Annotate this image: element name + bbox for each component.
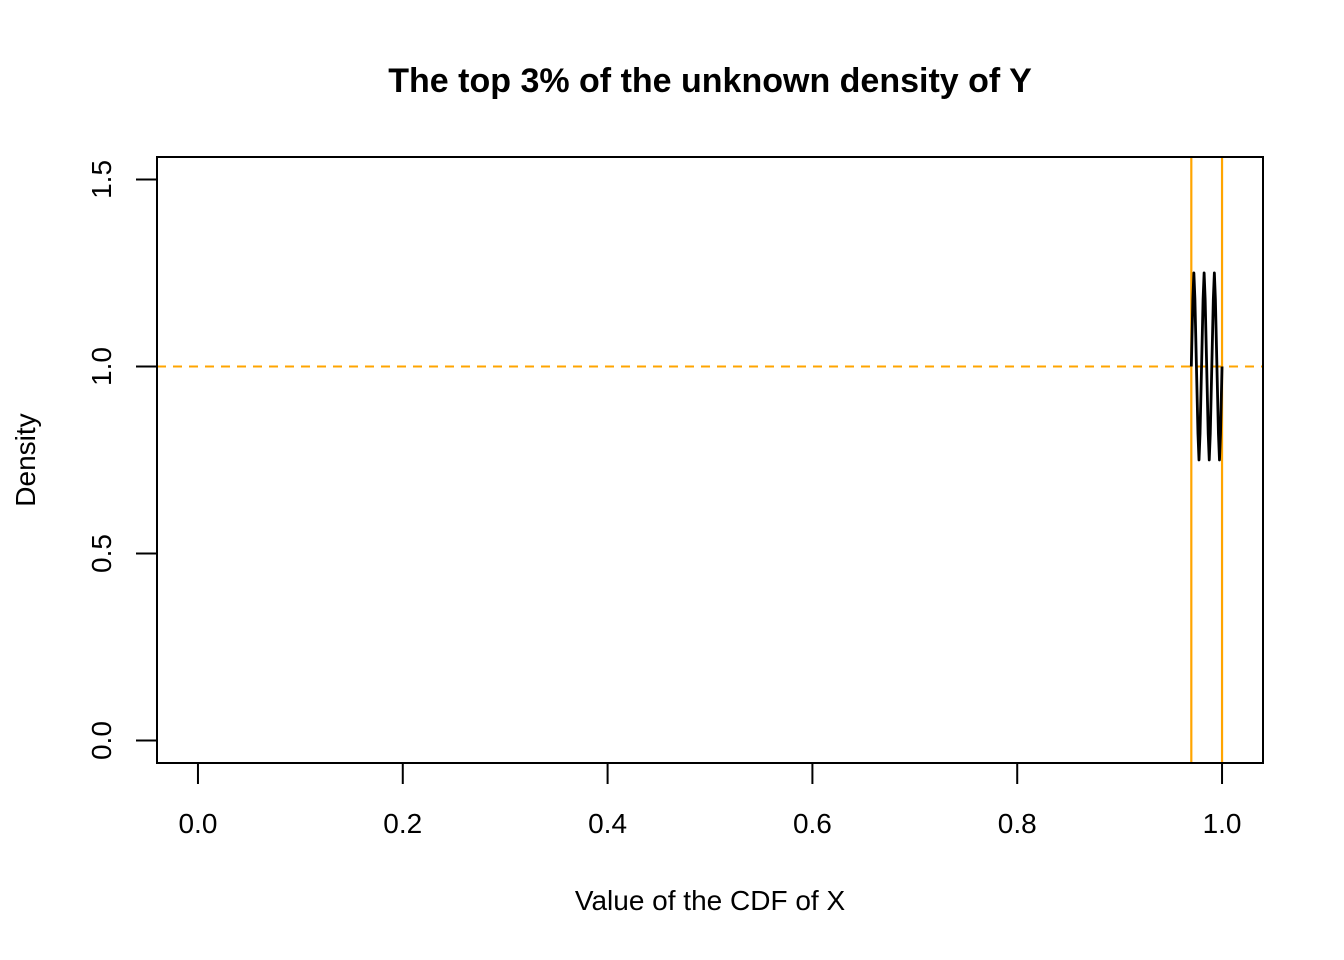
y-tick-label-3: 1.5 — [86, 160, 117, 199]
y-tick-label-1: 0.5 — [86, 534, 117, 573]
y-tick-label-2: 1.0 — [86, 347, 117, 386]
x-tick-label-4: 0.8 — [998, 808, 1037, 839]
y-tick-label-0: 0.0 — [86, 721, 117, 760]
plot-frame — [156, 156, 1264, 764]
chart-title: The top 3% of the unknown density of Y — [388, 62, 1032, 100]
x-tick-label-2: 0.4 — [588, 808, 627, 839]
x-tick-label-0: 0.0 — [178, 808, 217, 839]
x-axis-label: Value of the CDF of X — [575, 885, 846, 916]
y-axis-label: Density — [10, 413, 41, 506]
x-tick-label-5: 1.0 — [1203, 808, 1242, 839]
x-tick-label-1: 0.2 — [383, 808, 422, 839]
density-series-line-0 — [1189, 271, 1224, 462]
plot-area: 0.0 0.2 0.4 0.6 0.8 1.0 0.0 0.5 1.0 1.5 — [86, 156, 1264, 839]
x-tick-label-3: 0.6 — [793, 808, 832, 839]
